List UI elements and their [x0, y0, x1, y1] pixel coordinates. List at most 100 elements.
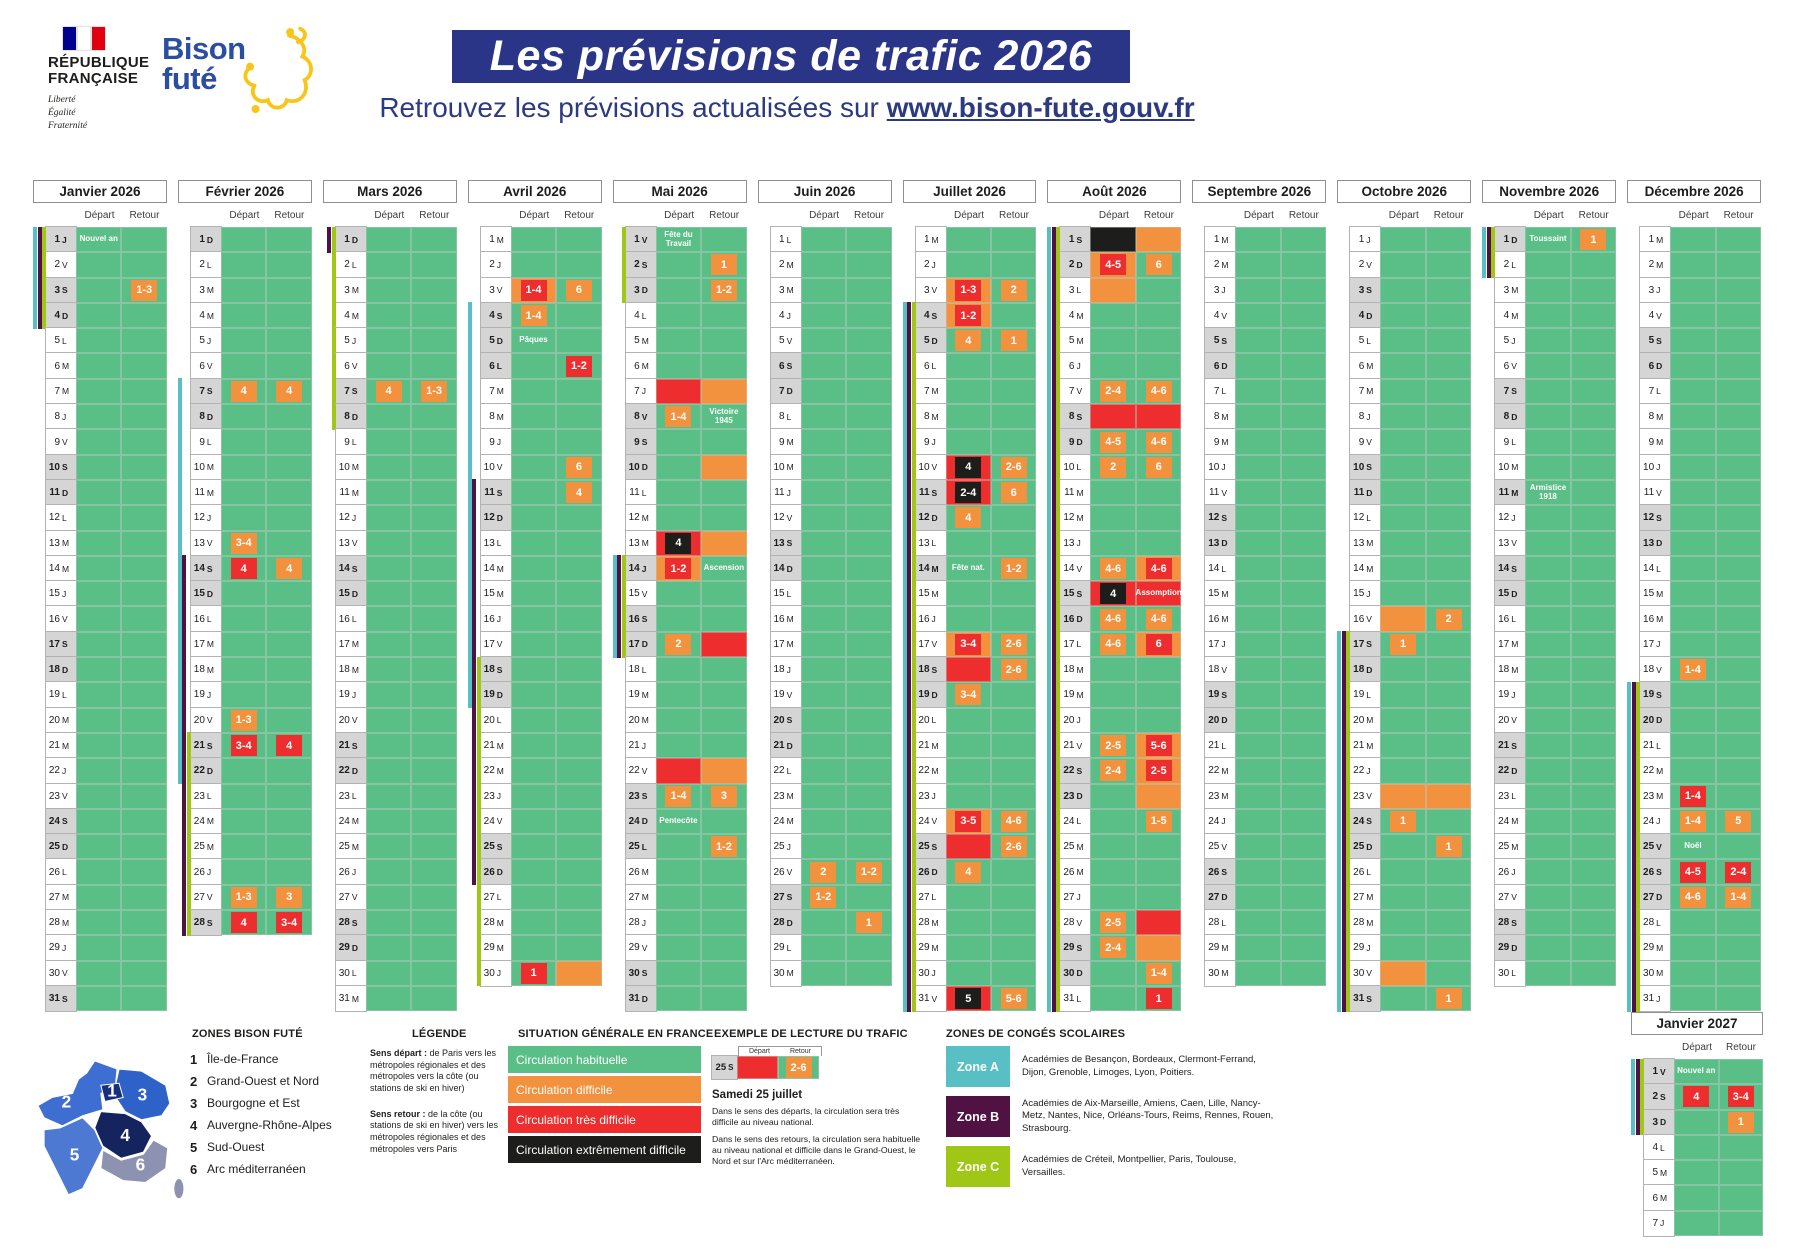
school-vacation-bars [758, 859, 771, 884]
retour-cell [1570, 429, 1617, 455]
day-row: 24 J [1192, 808, 1327, 835]
weekday-letter: M [1076, 487, 1084, 498]
weekday-letter: D [1511, 411, 1518, 422]
website-link[interactable]: www.bison-fute.gouv.fr [886, 92, 1195, 123]
depart-cell [1235, 454, 1281, 480]
weekday-letter: S [641, 968, 648, 979]
school-vacation-bars [323, 657, 336, 682]
school-vacation-bars [33, 353, 46, 378]
school-vacation-bars [467, 656, 481, 683]
retour-cell [1280, 328, 1327, 354]
vacation-bar-zone-b [1051, 656, 1056, 683]
vacation-bar-zone-a [1337, 934, 1342, 962]
vacation-bar-zone-a [467, 580, 472, 607]
weekday-letter: S [931, 310, 938, 321]
school-vacation-bars [1192, 455, 1205, 480]
school-vacation-bars [1482, 961, 1495, 986]
traffic-zone-badge: 2-6 [1000, 836, 1027, 858]
traffic-zone-badge: 2-5 [1100, 735, 1127, 757]
retour-cell [1425, 429, 1472, 455]
retour-cell [846, 378, 892, 405]
page-title: Les prévisions de trafic 2026 [452, 30, 1130, 83]
vacation-bar-zone-b [182, 732, 187, 759]
school-vacation-bars [613, 531, 626, 556]
retour-cell [266, 353, 312, 379]
depart-cell [800, 404, 847, 430]
weekday-letter: M [641, 892, 649, 903]
retour-cell [266, 859, 312, 885]
day-row: 23 J [902, 783, 1037, 810]
day-row: 29 D [323, 934, 457, 962]
day-number: 24 [48, 815, 60, 827]
weekday-letter: V [206, 715, 213, 726]
school-vacation-bars [323, 834, 336, 859]
depart-cell [1525, 404, 1571, 430]
school-vacation-bars [467, 555, 481, 582]
vacation-bar-zone-a [1337, 909, 1342, 936]
retour-cell: 6 [1135, 631, 1182, 658]
vacation-bar-zone-a [1337, 732, 1342, 759]
day-row: 22 M [902, 757, 1037, 785]
depart-cell: 2-4 [1090, 378, 1136, 405]
day-row: 19 L [33, 681, 167, 709]
retour-cell [1570, 328, 1617, 354]
depart-cell [1090, 960, 1136, 986]
day-number: 6 [1213, 360, 1220, 372]
weekday-letter: L [1076, 462, 1082, 473]
weekday-letter: L [351, 968, 357, 979]
vacation-bar-zone-a [902, 732, 907, 759]
retour-cell: 2 [1425, 606, 1472, 632]
depart-cell [1670, 454, 1716, 480]
depart-cell [1235, 429, 1281, 455]
month-column: Mai 2026 Départ Retour 1 V Fête du Travail 2 S 1… [612, 180, 747, 1012]
retour-cell [1425, 732, 1472, 759]
day-number: 17 [773, 638, 785, 650]
day-number: 4 [199, 310, 205, 322]
weekday-letter: S [931, 841, 938, 852]
vacation-bar-zone-b [1051, 884, 1056, 911]
day-number: 30 [1353, 967, 1365, 979]
day-number: 1 [199, 234, 205, 246]
school-vacation-bars [1047, 226, 1061, 253]
vacation-bar-zone-c [1491, 226, 1496, 253]
school-vacation-bars [468, 278, 481, 303]
day-row: 13 M [1337, 530, 1472, 557]
school-vacation-bars [902, 783, 916, 810]
day-label: 24 V [480, 808, 512, 835]
day-number: 19 [483, 689, 495, 701]
map-zone-number: 2 [62, 1092, 72, 1112]
vacation-bar-zone-a [177, 428, 182, 456]
retour-cell [1280, 657, 1327, 683]
retour-cell [1135, 859, 1182, 885]
vacation-bar-zone-a [1627, 858, 1632, 886]
day-number: 28 [773, 917, 785, 929]
day-number: 19 [338, 689, 350, 701]
day-label: 23 L [335, 783, 367, 810]
day-row: 18 M [177, 656, 312, 683]
depart-cell: 4-6 [1090, 631, 1136, 658]
day-number: 7 [923, 385, 930, 397]
weekday-letter: J [1656, 285, 1661, 296]
school-vacation-bars [1047, 783, 1061, 810]
day-number: 26 [1208, 866, 1220, 878]
vacation-bar-zone-c [621, 251, 626, 279]
day-number: 4 [634, 310, 640, 322]
day-label: 28 L [1639, 909, 1671, 936]
depart-cell [945, 834, 991, 860]
retour-cell [1570, 732, 1617, 759]
day-label: 27 M [625, 884, 657, 911]
retour-cell [121, 581, 167, 607]
day-row: 13 L [467, 530, 602, 557]
depart-cell [76, 479, 122, 506]
day-number: 8 [199, 411, 205, 423]
weekday-letter: M [641, 689, 649, 700]
depart-cell [220, 783, 267, 809]
day-label: 31 L [1059, 985, 1091, 1012]
day-label: 22 M [1639, 757, 1671, 785]
